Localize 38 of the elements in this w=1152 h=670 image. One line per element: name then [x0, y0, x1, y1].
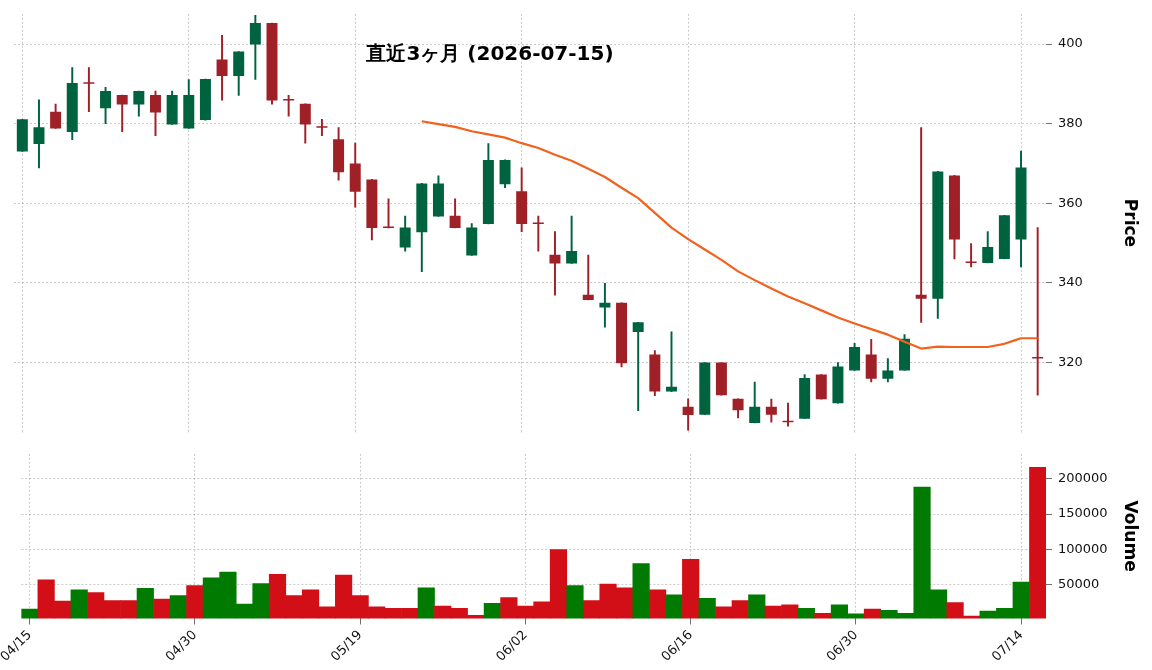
bar	[665, 594, 683, 619]
bar	[417, 587, 435, 619]
candlestick	[532, 215, 544, 252]
candlestick	[283, 95, 295, 117]
bar	[186, 585, 204, 619]
y-tick-label: 320	[1058, 353, 1083, 369]
candlestick	[83, 67, 95, 113]
y-tick-label: 340	[1058, 274, 1083, 290]
candlestick	[915, 127, 927, 323]
candlestick	[632, 322, 644, 412]
bar	[153, 598, 171, 619]
bar	[748, 594, 766, 619]
bar	[682, 559, 700, 619]
bar	[698, 598, 716, 619]
text: 直近3ヶ月 (2026-07-15)	[365, 40, 615, 67]
y-tick-label: 150000	[1058, 505, 1108, 521]
y-tick-label: 400	[1058, 35, 1083, 51]
bar	[649, 589, 667, 619]
candlestick	[582, 254, 594, 301]
y-tick-label: 100000	[1058, 540, 1108, 556]
y-tick-label: 200000	[1058, 469, 1108, 485]
y-axis-title: Price	[1121, 198, 1142, 248]
bar	[566, 585, 584, 619]
bar	[1029, 466, 1046, 619]
candlestick	[1032, 227, 1044, 396]
bar	[483, 602, 501, 619]
bar	[70, 589, 88, 619]
bar	[632, 563, 650, 619]
candlestick	[549, 231, 561, 296]
candlestick	[316, 118, 328, 136]
y-tick-label: 360	[1058, 194, 1083, 210]
bar	[136, 588, 154, 619]
bar	[169, 595, 187, 619]
candlestick	[599, 282, 611, 328]
bar	[797, 607, 815, 619]
y-tick-label: 50000	[1058, 576, 1100, 592]
y-tick-label: 380	[1058, 115, 1083, 131]
y-axis-title: Volume	[1121, 500, 1142, 572]
